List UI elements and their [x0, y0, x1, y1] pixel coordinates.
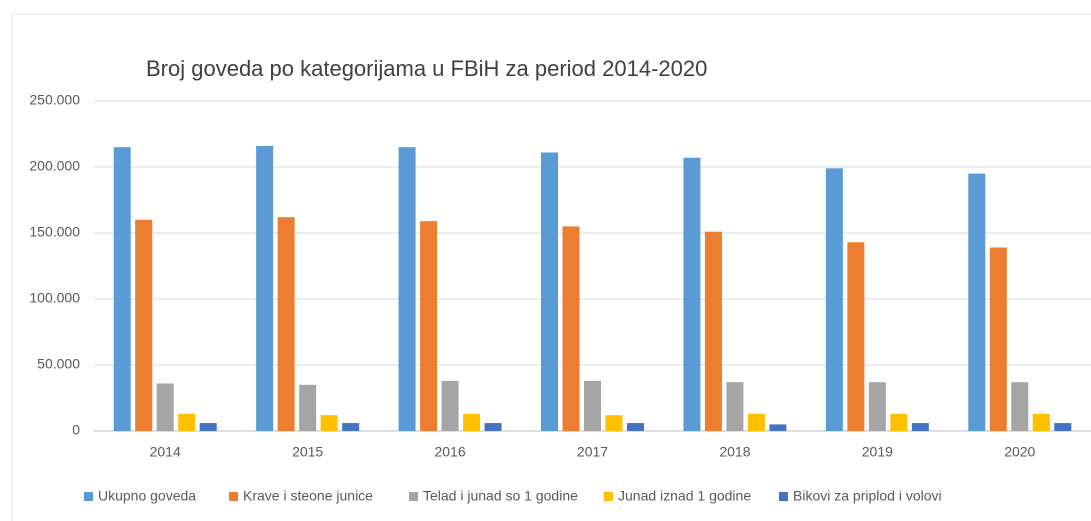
- bar: [199, 423, 217, 431]
- y-tick-label: 200.000: [29, 158, 80, 174]
- bar: [113, 147, 131, 431]
- legend-label: Telad i junad so 1 godine: [423, 488, 578, 504]
- bar: [747, 413, 765, 431]
- legend-label: Junad iznad 1 godine: [618, 488, 751, 504]
- bar: [420, 221, 438, 431]
- y-tick-label: 50.000: [37, 356, 80, 372]
- legend-swatch: [229, 492, 238, 501]
- bar: [989, 247, 1007, 431]
- bar: [441, 380, 459, 431]
- bar: [484, 423, 502, 431]
- bar: [342, 423, 360, 431]
- legend-swatch: [409, 492, 418, 501]
- bar: [1054, 423, 1072, 431]
- bar: [541, 152, 558, 432]
- legend-swatch: [84, 492, 93, 501]
- y-tick-label: 150.000: [29, 224, 80, 240]
- bar: [868, 382, 886, 431]
- bar: [890, 413, 908, 431]
- bar: [726, 382, 744, 431]
- bar: [847, 242, 865, 431]
- y-tick-label: 0: [72, 422, 80, 438]
- bar: [704, 231, 722, 431]
- bar: [683, 157, 701, 431]
- x-tick-label: 2020: [1004, 444, 1035, 460]
- bar: [968, 173, 986, 431]
- chart-frame: [11, 13, 1091, 521]
- legend-swatch: [604, 492, 613, 501]
- bar: [463, 413, 481, 431]
- bar: [1032, 413, 1050, 431]
- legend-swatch: [779, 492, 788, 501]
- x-tick-label: 2016: [434, 444, 465, 460]
- legend-label: Bikovi za priplod i volovi: [793, 488, 942, 504]
- bar: [769, 424, 787, 431]
- x-tick-label: 2014: [150, 444, 181, 460]
- x-tick-label: 2019: [862, 444, 893, 460]
- bar: [911, 423, 929, 431]
- bar: [277, 217, 295, 431]
- bar: [605, 415, 623, 431]
- bar: [256, 145, 274, 431]
- bar: [627, 423, 644, 431]
- y-tick-label: 100.000: [29, 290, 80, 306]
- bar: [584, 380, 601, 431]
- bar: [398, 147, 416, 431]
- x-tick-label: 2017: [577, 444, 608, 460]
- bar: [562, 226, 580, 431]
- bar: [1011, 382, 1029, 431]
- bar: [299, 384, 317, 431]
- bar: [825, 168, 843, 431]
- bar: [156, 383, 174, 431]
- x-tick-label: 2018: [719, 444, 750, 460]
- bar: [178, 413, 196, 431]
- x-tick-label: 2015: [292, 444, 323, 460]
- chart-title: Broj goveda po kategorijama u FBiH za pe…: [146, 56, 707, 81]
- bar: [320, 415, 338, 431]
- bar: [135, 219, 153, 431]
- y-tick-label: 250.000: [29, 92, 80, 108]
- legend-label: Ukupno goveda: [98, 488, 196, 504]
- legend-label: Krave i steone junice: [243, 488, 373, 504]
